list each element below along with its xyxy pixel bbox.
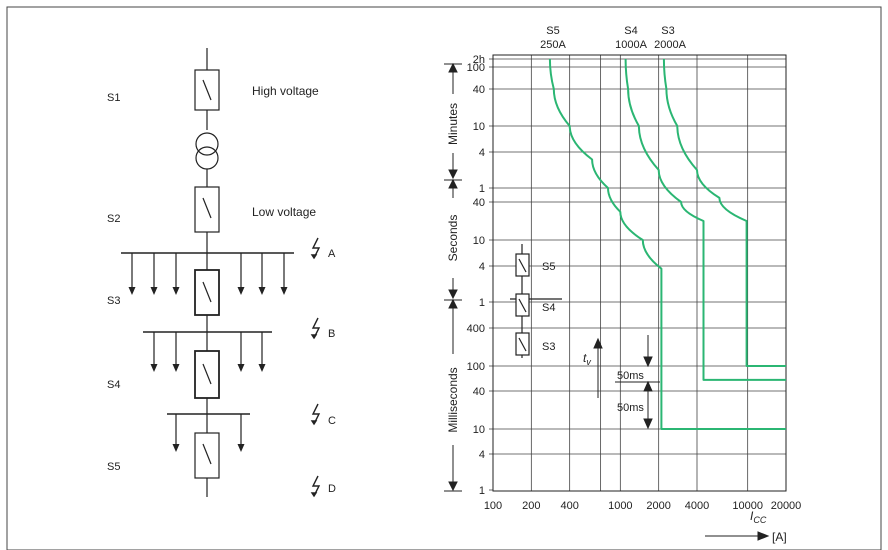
chart-grid — [489, 55, 786, 491]
fault-label-b: B — [328, 328, 335, 340]
top-label-s4-name: S4 — [624, 25, 637, 37]
fault-lightning-icon — [310, 237, 321, 260]
breaker-legend — [510, 244, 562, 358]
load-arrow-icon — [172, 414, 180, 452]
y-tick-label: 40 — [473, 197, 485, 209]
top-label-s4-rating: 1000A — [615, 39, 647, 51]
y-tick-label: 400 — [467, 323, 485, 335]
y-tick-label: 4 — [479, 261, 485, 273]
x-tick-label: 4000 — [685, 500, 709, 512]
figure-border — [6, 6, 882, 550]
fault-lightning-icon — [310, 317, 321, 340]
x-tick-labels: 100 200 400 1000 2000 4000 10000 20000 — [484, 500, 801, 512]
load-arrow-icon — [172, 253, 180, 295]
load-arrow-icon — [150, 332, 158, 372]
load-arrow-icon — [128, 253, 136, 295]
section-label-s3: S3 — [107, 295, 120, 307]
x-tick-label: 20000 — [771, 500, 802, 512]
x-tick-label: 10000 — [732, 500, 763, 512]
tv-arrow — [593, 337, 603, 398]
section-label-s5: S5 — [107, 461, 120, 473]
y-tick-label: 10 — [473, 235, 485, 247]
load-arrow-icon — [258, 332, 266, 372]
section-label-s1: S1 — [107, 92, 120, 104]
load-arrow-icon — [237, 253, 245, 295]
x-tick-label: 2000 — [646, 500, 670, 512]
switch-icon — [515, 293, 530, 317]
top-label-s3-rating: 2000A — [654, 39, 686, 51]
plot-area-border — [492, 54, 787, 492]
delay-markers — [615, 335, 660, 430]
section-label-s4: S4 — [107, 379, 120, 391]
switch-icon — [194, 186, 220, 233]
y-tick-label: 1 — [479, 297, 485, 309]
legend-s5: S5 — [542, 261, 555, 273]
load-arrow-icon — [150, 253, 158, 295]
x-tick-label: 200 — [522, 500, 540, 512]
top-label-s3-name: S3 — [661, 25, 674, 37]
x-tick-label: 1000 — [608, 500, 632, 512]
y-tick-label: 100 — [467, 62, 485, 74]
load-arrow-icon — [258, 253, 266, 295]
y-tick-label: 100 — [467, 361, 485, 373]
fault-label-a: A — [328, 248, 336, 260]
y-tick-label: 40 — [473, 386, 485, 398]
fault-lightning-icon — [310, 475, 321, 498]
switch-icon — [194, 69, 220, 111]
y-group-brackets — [444, 62, 462, 492]
y-tick-label: 4 — [479, 147, 485, 159]
fault-label-c: C — [328, 415, 336, 427]
delay-label-2: 50ms — [617, 402, 644, 414]
y-group-seconds: Seconds — [446, 215, 460, 262]
curve-s5 — [548, 58, 786, 430]
section-label-s2: S2 — [107, 213, 120, 225]
y-tick-label: 40 — [473, 84, 485, 96]
transformer-icon — [195, 132, 219, 170]
top-label-s5-rating: 250A — [540, 39, 566, 51]
legend-s4: S4 — [542, 302, 555, 314]
load-arrow-icon — [237, 414, 245, 452]
load-arrow-icon — [280, 253, 288, 295]
curve-s3 — [662, 58, 786, 367]
fault-markers — [310, 237, 321, 498]
switch-icon — [194, 269, 220, 316]
fault-lightning-icon — [310, 403, 321, 426]
high-voltage-label: High voltage — [252, 84, 319, 98]
y-tick-label: 4 — [479, 449, 485, 461]
y-group-milliseconds: Milliseconds — [446, 367, 460, 432]
tv-symbol: tv — [583, 351, 591, 367]
load-arrow-icon — [172, 332, 180, 372]
y-group-minutes: Minutes — [446, 103, 460, 145]
switch-icon — [515, 253, 530, 277]
load-arrows — [128, 253, 288, 452]
switch-icon — [515, 332, 530, 356]
y-tick-label: 1 — [479, 183, 485, 195]
low-voltage-label: Low voltage — [252, 205, 316, 219]
single-line-diagram — [121, 48, 294, 497]
switch-icon — [194, 432, 220, 479]
top-label-s5-name: S5 — [546, 25, 559, 37]
y-tick-label: 10 — [473, 121, 485, 133]
tripping-curves — [548, 58, 786, 430]
y-tick-label: 1 — [479, 485, 485, 497]
x-axis-unit: [A] — [772, 530, 787, 544]
switch-icon — [194, 350, 220, 399]
load-arrow-icon — [237, 332, 245, 372]
y-tick-label: 2h — [473, 54, 485, 66]
x-tick-label: 400 — [560, 500, 578, 512]
legend-s3: S3 — [542, 341, 555, 353]
y-tick-label: 10 — [473, 424, 485, 436]
x-tick-label: 100 — [484, 500, 502, 512]
curve-s4 — [624, 58, 786, 381]
fault-label-d: D — [328, 483, 336, 495]
x-axis-arrow — [705, 531, 770, 541]
delay-label-1: 50ms — [617, 370, 644, 382]
